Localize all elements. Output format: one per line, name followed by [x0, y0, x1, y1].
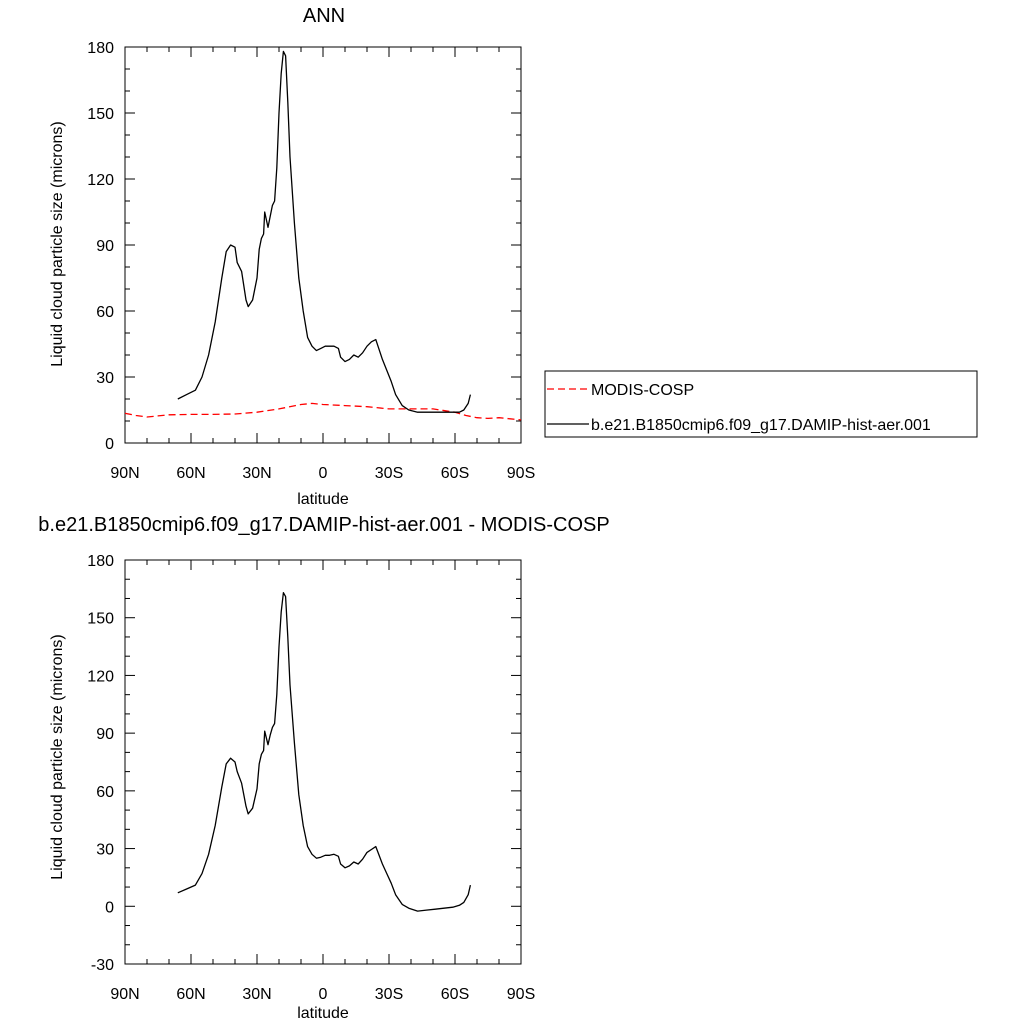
legend: MODIS-COSP b.e21.B1850cmip6.f09_g17.DAMI… — [544, 370, 978, 438]
top-y-tick-label: 60 — [96, 304, 114, 321]
bottom-panel: b.e21.B1850cmip6.f09_g17.DAMIP-hist-aer.… — [38, 514, 609, 1022]
bottom-x-tick-label: 90N — [110, 986, 139, 1003]
top-x-tick-label: 30N — [242, 465, 271, 482]
bottom-x-tick-label: 60S — [441, 986, 469, 1003]
top-y-axis-title: Liquid cloud particle size (microns) — [49, 121, 66, 366]
top-series-line-0 — [124, 402, 522, 421]
legend-box — [544, 370, 978, 438]
top-y-tick-label: 150 — [87, 106, 114, 123]
bottom-y-tick-label: 60 — [96, 784, 114, 801]
bottom-x-tick-label: 0 — [319, 986, 328, 1003]
bottom-y-axis-title: Liquid cloud particle size (microns) — [49, 634, 66, 879]
bottom-y-tick-label: -30 — [91, 957, 114, 974]
top-y-tick-label: 120 — [87, 172, 114, 189]
top-chart-title: ANN — [303, 5, 345, 27]
bottom-x-tick-label: 30N — [242, 986, 271, 1003]
bottom-x-tick-label: 90S — [507, 986, 535, 1003]
top-x-tick-label: 90N — [110, 465, 139, 482]
top-x-tick-label: 0 — [319, 465, 328, 482]
bottom-y-tick-label: 90 — [96, 726, 114, 743]
top-x-tick-label: 60N — [176, 465, 205, 482]
top-plot-frame — [124, 46, 522, 444]
bottom-series-line-0 — [177, 592, 472, 912]
top-y-tick-label: 180 — [87, 40, 114, 57]
bottom-plot-area: 90N 60N 30N 0 30S 60S 90S -30 0 30 60 90 120 150 180 — [87, 553, 535, 1003]
top-y-tick-label: 0 — [105, 436, 114, 453]
top-x-axis-title: latitude — [297, 491, 349, 508]
legend-label-model: b.e21.B1850cmip6.f09_g17.DAMIP-hist-aer.… — [591, 417, 931, 434]
legend-label-modis: MODIS-COSP — [591, 382, 694, 399]
bottom-chart-title: b.e21.B1850cmip6.f09_g17.DAMIP-hist-aer.… — [38, 514, 609, 536]
top-plot-area: 90N 60N 30N 0 30S 60S 90S 0 30 60 90 120 150 180 — [87, 40, 535, 482]
top-y-tick-label: 90 — [96, 238, 114, 255]
top-x-tick-label: 30S — [375, 465, 403, 482]
top-y-tick-label: 30 — [96, 370, 114, 387]
bottom-y-tick-label: 150 — [87, 611, 114, 628]
bottom-y-tick-label: 180 — [87, 553, 114, 570]
bottom-x-axis-title: latitude — [297, 1005, 349, 1022]
top-series-line-1 — [177, 50, 472, 413]
bottom-y-tick-label: 120 — [87, 668, 114, 685]
bottom-x-tick-label: 30S — [375, 986, 403, 1003]
top-x-tick-label: 60S — [441, 465, 469, 482]
bottom-y-tick-label: 30 — [96, 842, 114, 859]
top-panel: ANN 90N 60N 30N 0 30S 60S 90S0306090120150180 … — [49, 5, 978, 508]
top-x-tick-label: 90S — [507, 465, 535, 482]
bottom-x-tick-label: 60N — [176, 986, 205, 1003]
bottom-y-tick-label: 0 — [105, 899, 114, 916]
